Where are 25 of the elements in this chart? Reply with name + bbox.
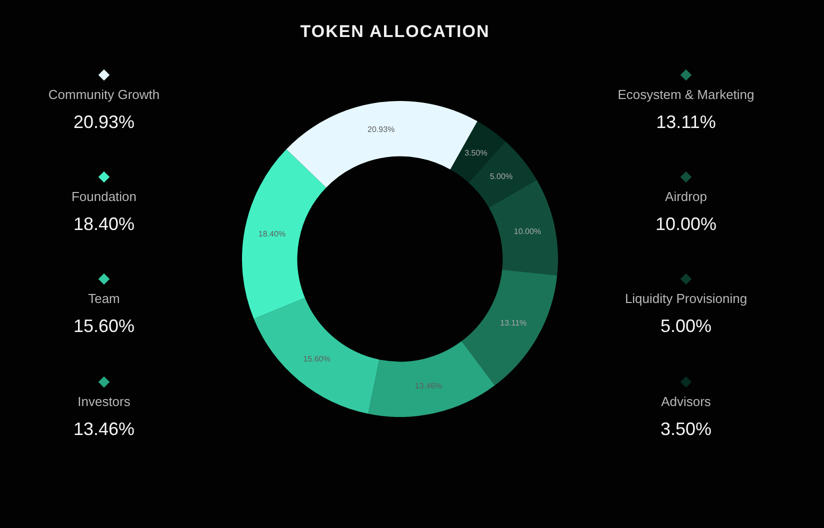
data-label: 3.50% xyxy=(464,148,488,158)
legend-label: Airdrop xyxy=(664,189,708,205)
data-label: 5.00% xyxy=(490,172,513,182)
data-label: 15.60% xyxy=(303,354,330,364)
text: 3.50% xyxy=(660,419,712,439)
data-label: 10.00% xyxy=(514,226,542,236)
text: 15.60% xyxy=(73,316,135,336)
text: 13.46% xyxy=(73,419,135,439)
text: 5.00% xyxy=(660,316,712,336)
legend-label: Liquidity Provisioning xyxy=(624,291,748,307)
data-label: 13.11% xyxy=(500,318,527,328)
legend-label: Foundation xyxy=(70,189,138,205)
legend-label: Community Growth xyxy=(47,87,161,103)
legend-label: Investors xyxy=(76,394,132,410)
data-label: 20.93% xyxy=(368,125,395,134)
text: 13.11% xyxy=(656,112,716,132)
legend-label: Advisors xyxy=(660,394,712,410)
text: 18.40% xyxy=(73,214,135,234)
text: 10.00% xyxy=(655,214,717,234)
chart-title: TOKEN ALLOCATION xyxy=(299,22,491,42)
data-label: 18.40% xyxy=(258,230,286,239)
legend-label: Ecosystem & Marketing xyxy=(616,87,756,103)
legend-label: Team xyxy=(87,291,121,307)
text: 20.93% xyxy=(73,112,135,132)
data-label: 13.46% xyxy=(414,381,442,390)
